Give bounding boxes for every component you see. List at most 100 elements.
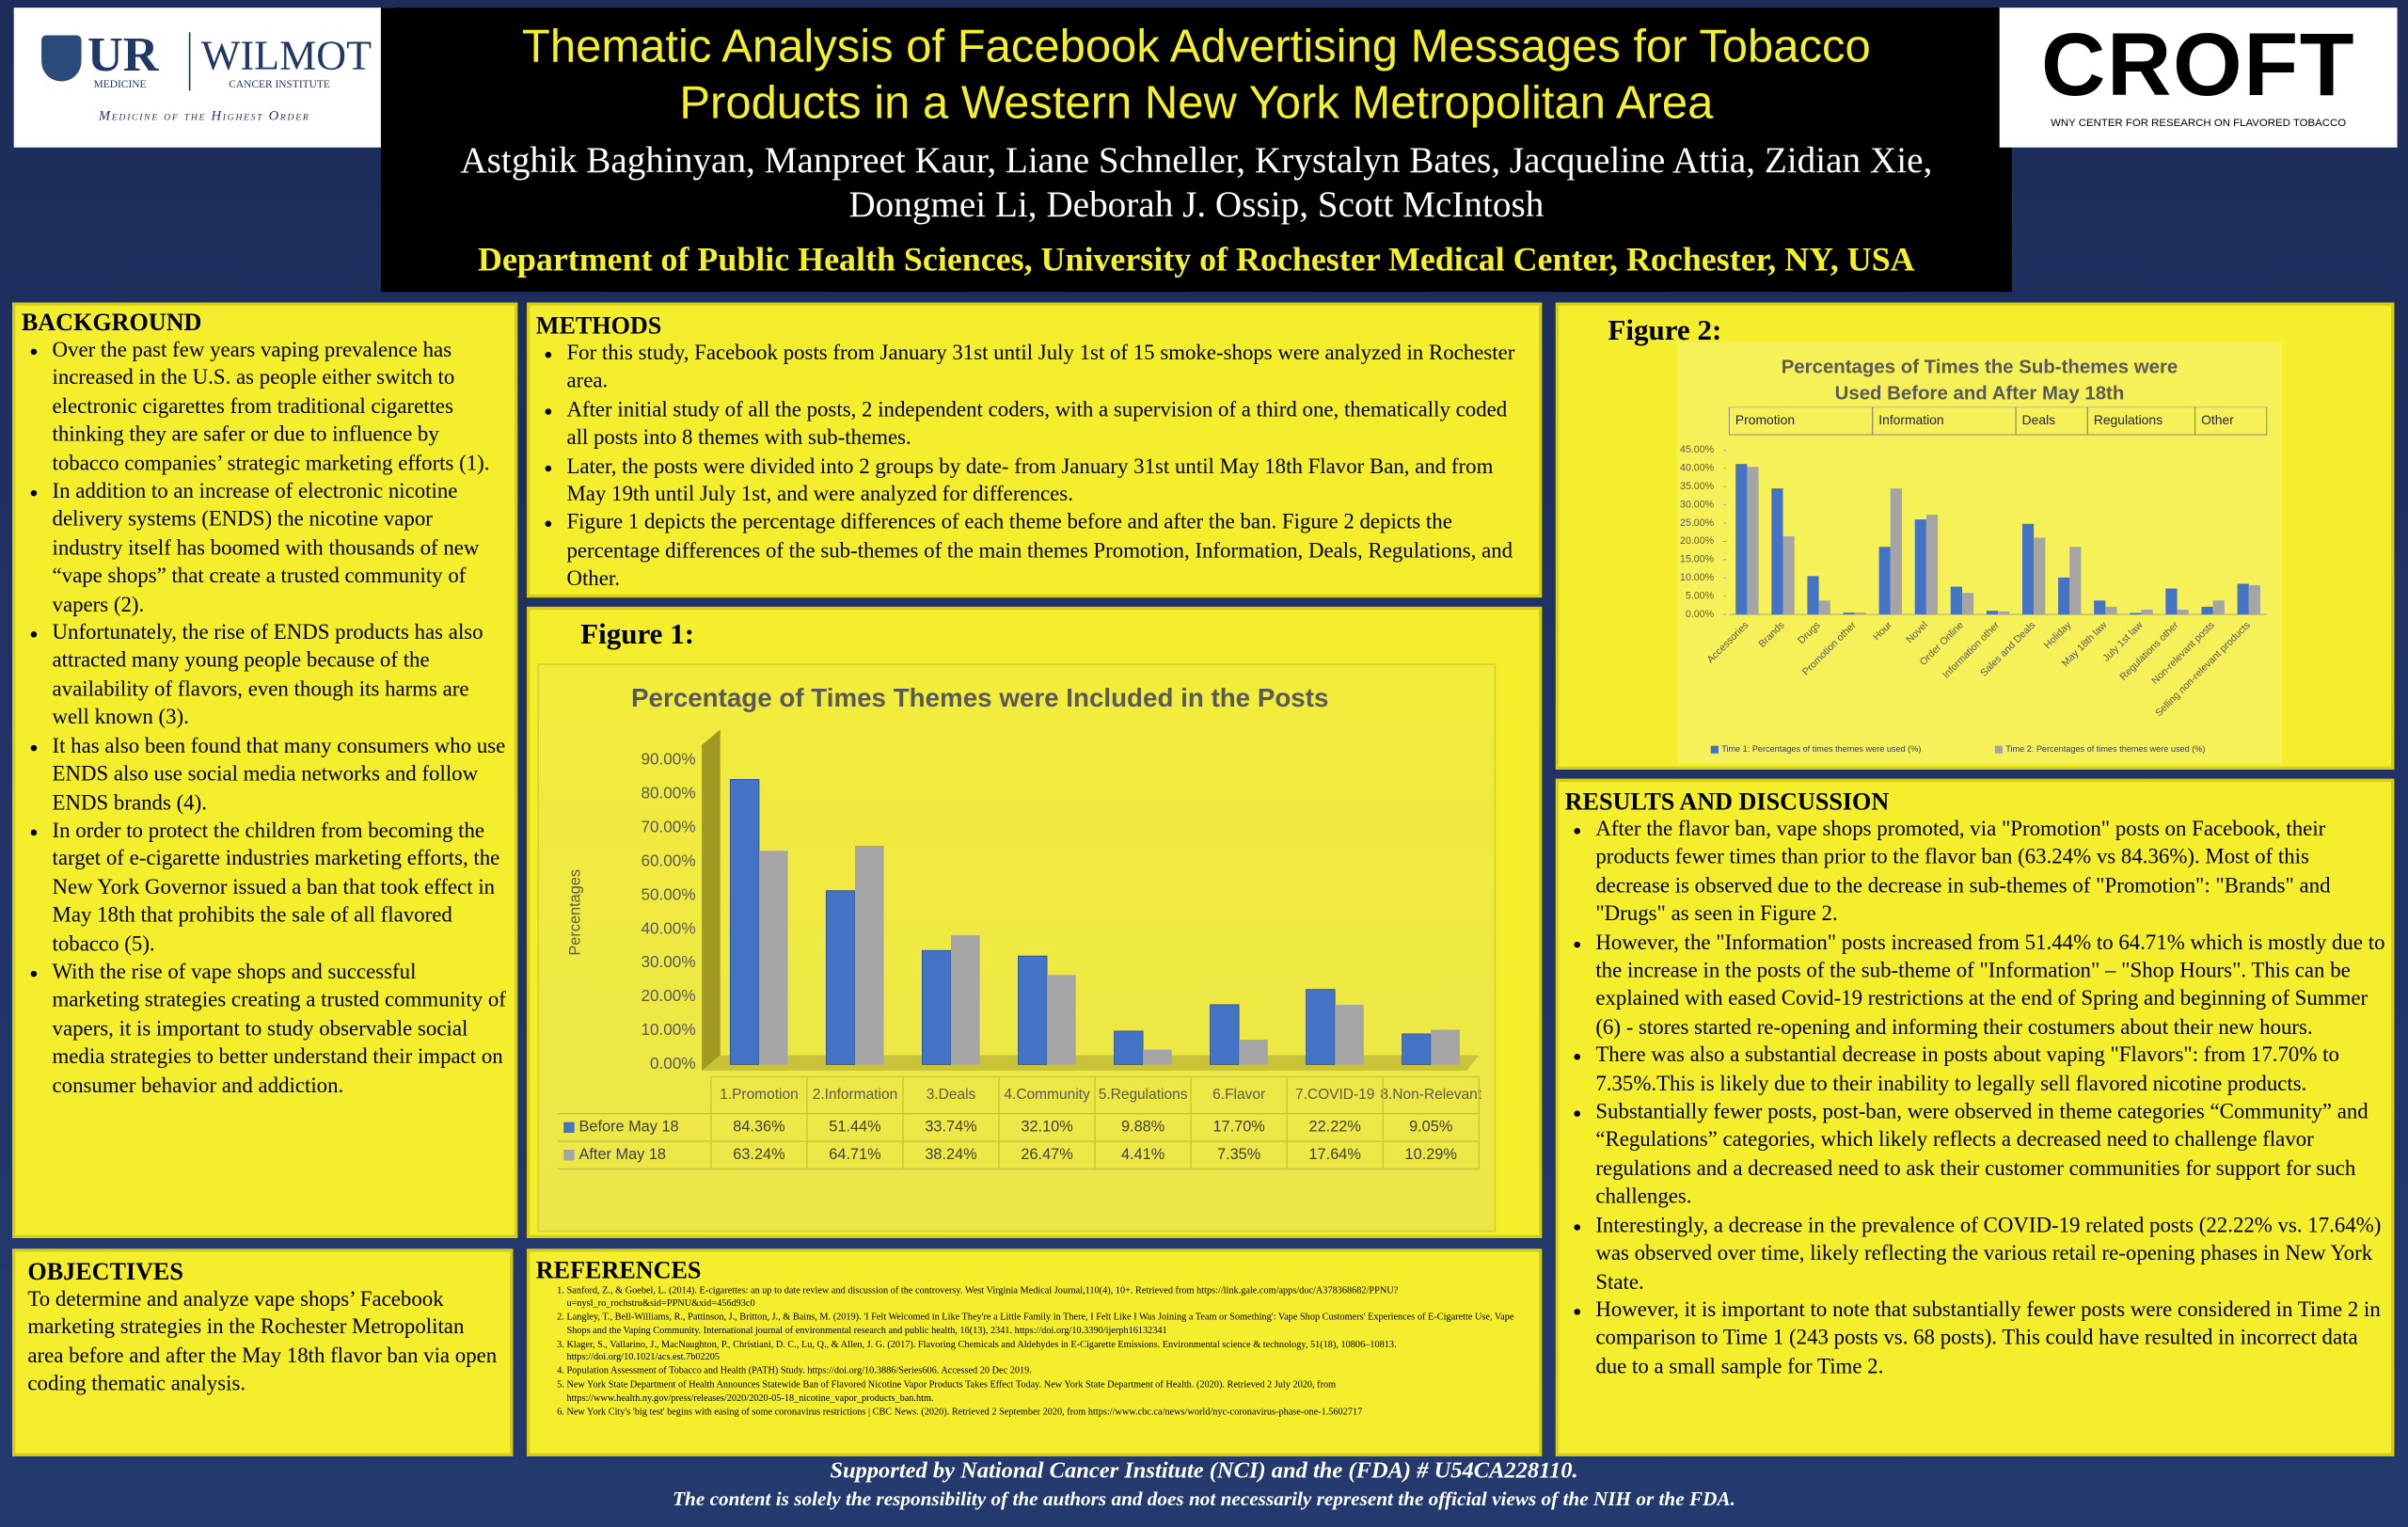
value-label: 4.41%: [1121, 1146, 1164, 1163]
bar: [2094, 600, 2106, 615]
value-label: 17.70%: [1212, 1119, 1264, 1136]
background-list: Over the past few years vaping prevalenc…: [22, 338, 509, 1101]
footer-disclaimer: The content is solely the responsibility…: [673, 1487, 1735, 1510]
section-heading: OBJECTIVES: [27, 1259, 183, 1286]
bar: [1747, 467, 1759, 615]
y-tick-label: 20.00%: [641, 986, 695, 1005]
bar: [1143, 1049, 1172, 1065]
bar: [1047, 975, 1076, 1065]
logo-right: CROFT WNY CENTER FOR RESEARCH ON FLAVORE…: [1999, 8, 2398, 148]
list-item: There was also a substantial decrease in…: [1595, 1043, 2384, 1100]
y-tick-label: 25.00%: [1680, 517, 1715, 529]
bar: [1854, 612, 1866, 615]
figure-label: Figure 2:: [1608, 314, 1722, 347]
bar: [825, 890, 856, 1065]
y-tick-label: 80.00%: [641, 784, 695, 803]
figure1-section: Figure 1: Percentage of Times Themes wer…: [526, 606, 1543, 1238]
value-label: 9.05%: [1409, 1119, 1452, 1136]
section-heading: REFERENCES: [535, 1258, 702, 1284]
bar: [1306, 989, 1336, 1065]
chart-panel: Percentage of Times Themes were Included…: [537, 663, 1497, 1233]
figure2-section: Figure 2: Percentages of Times the Sub-t…: [1555, 302, 2395, 770]
y-tick-label: 60.00%: [641, 851, 695, 869]
bar: [1210, 1004, 1240, 1065]
logo-medicine: MEDICINE: [93, 78, 147, 91]
x-tick-label: 4.Community: [1004, 1087, 1090, 1103]
chart-floor: [702, 1055, 1480, 1071]
section-heading: BACKGROUND: [21, 310, 202, 337]
bar: [2165, 588, 2178, 615]
group-label: Promotion: [1735, 412, 1795, 427]
value-label: 22.22%: [1309, 1119, 1361, 1136]
list-item: Sanford, Z., & Goebel, L. (2014). E-ciga…: [566, 1286, 1532, 1312]
list-item: For this study, Facebook posts from Janu…: [566, 341, 1532, 397]
bar: [1335, 1005, 1364, 1065]
value-label: 51.44%: [829, 1119, 880, 1136]
y-tick-label: 30.00%: [1680, 499, 1715, 510]
affiliation: Department of Public Health Sciences, Un…: [478, 239, 1915, 278]
logo-divider: [188, 32, 191, 91]
objectives-text: To determine and analyze vape shops’ Fac…: [27, 1288, 498, 1397]
bar: [2105, 606, 2117, 615]
bar: [2034, 537, 2046, 615]
group-label: Regulations: [2094, 412, 2162, 427]
value-label: 64.71%: [829, 1146, 880, 1163]
list-item: Later, the posts were divided into 2 gro…: [566, 454, 1532, 511]
list-item: New York State Department of Health Anno…: [566, 1380, 1532, 1406]
bar: [1986, 611, 1999, 615]
bar: [1239, 1040, 1268, 1065]
objectives-section: OBJECTIVES To determine and analyze vape…: [12, 1249, 514, 1456]
x-tick-label: Drugs: [1796, 619, 1823, 646]
chart-panel: Percentages of Times the Sub-themes were…: [1676, 342, 2283, 764]
bar: [1950, 586, 1962, 615]
y-tick-label: 0.00%: [1686, 609, 1715, 620]
y-tick-label: 10.00%: [1680, 572, 1715, 583]
bar: [2201, 606, 2213, 615]
bar: [1114, 1030, 1144, 1065]
y-tick-label: 50.00%: [641, 884, 695, 903]
group-label: Other: [2201, 412, 2234, 427]
y-tick-label: 70.00%: [641, 818, 695, 836]
bar: [2141, 610, 2153, 615]
figure-label: Figure 1:: [580, 618, 695, 652]
list-item: In addition to an increase of electronic…: [53, 479, 509, 620]
bar: [2021, 523, 2035, 615]
x-tick-label: Brands: [1756, 619, 1786, 649]
bar: [1771, 488, 1783, 615]
value-label: 38.24%: [925, 1146, 976, 1163]
bar: [1735, 464, 1748, 615]
bar: [758, 851, 788, 1065]
legend-swatch: [563, 1150, 575, 1161]
bar: [1782, 535, 1795, 615]
y-tick-label: 5.00%: [1686, 590, 1715, 601]
methods-section: METHODS For this study, Facebook posts f…: [526, 302, 1543, 598]
chart: 0.00% 10.00% 20.00% 30.00% 40.00% 50.00% 60.00…: [557, 729, 1482, 1170]
bar: [1818, 600, 1830, 615]
legend-label: Before May 18: [579, 1119, 679, 1136]
chart-title: Percentage of Times Themes were Included…: [631, 683, 1329, 713]
logo-institute: CANCER INSTITUTE: [229, 78, 330, 91]
bar: [2177, 610, 2189, 615]
bar: [2248, 585, 2260, 615]
section-heading: RESULTS AND DISCUSSION: [1564, 789, 1890, 816]
chart-wall: [702, 729, 721, 1071]
background-section: BACKGROUND Over the past few years vapin…: [12, 302, 518, 1238]
list-item: Figure 1 depicts the percentage differen…: [566, 511, 1532, 596]
x-tick-label: 2.Information: [813, 1087, 897, 1103]
results-list: After the flavor ban, vape shops promote…: [1565, 818, 2384, 1383]
shield-icon: [41, 35, 82, 82]
list-item: Interestingly, a decrease in the prevale…: [1595, 1213, 2384, 1297]
x-tick-label: Novel: [1904, 619, 1930, 645]
x-tick-label: Holiday: [2042, 619, 2074, 651]
results-section: RESULTS AND DISCUSSION After the flavor …: [1555, 778, 2395, 1456]
legend-swatch: [1710, 745, 1719, 754]
y-tick-label: 40.00%: [641, 918, 695, 937]
y-axis-label: Percentages: [567, 869, 584, 956]
value-label: 63.24%: [733, 1146, 784, 1163]
logo-left: UR MEDICINE WILMOT CANCER INSTITUTE Medi…: [13, 8, 395, 148]
bar: [1890, 488, 1902, 615]
bar: [1843, 612, 1855, 615]
value-label: 33.74%: [925, 1119, 976, 1136]
value-label: 9.88%: [1121, 1119, 1164, 1136]
